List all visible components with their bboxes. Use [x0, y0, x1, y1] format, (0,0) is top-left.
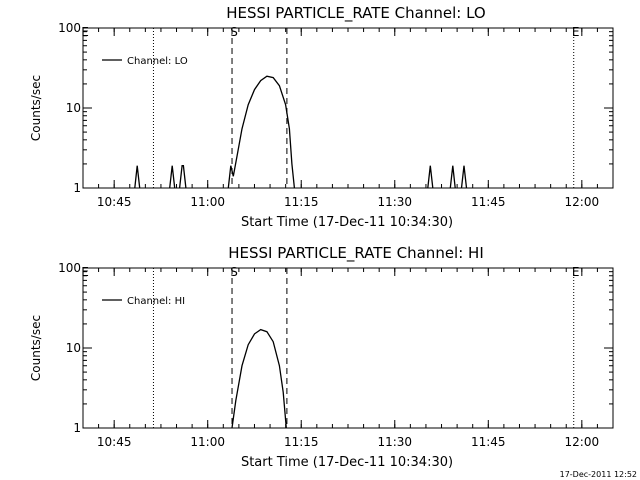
- marker-label: S: [230, 265, 238, 279]
- x-tick-label: 11:00: [190, 435, 225, 449]
- y-tick-label: 100: [58, 21, 81, 35]
- series-line: [227, 75, 296, 188]
- legend-label: Channel: LO: [127, 56, 188, 67]
- legend-label: Channel: HI: [127, 296, 185, 307]
- x-tick-label: 12:00: [565, 195, 600, 209]
- series-group: [134, 75, 468, 188]
- series-group: [231, 328, 287, 428]
- x-tick-label: 10:45: [97, 195, 132, 209]
- plot-frame: [82, 27, 614, 189]
- plot-frame: [82, 267, 614, 429]
- x-tick-label: 11:30: [377, 195, 412, 209]
- chart-title: HESSI PARTICLE_RATE Channel: LO: [226, 4, 485, 23]
- y-tick-label: 1: [73, 421, 81, 435]
- x-tick-label: 11:00: [190, 195, 225, 209]
- x-tick-label: 11:45: [471, 435, 506, 449]
- y-axis-title: Counts/sec: [29, 315, 43, 381]
- marker-label: E: [81, 25, 89, 39]
- y-tick-label: 100: [58, 261, 81, 275]
- x-tick-label: 10:45: [97, 435, 132, 449]
- series-line: [178, 165, 187, 188]
- chart-title: HESSI PARTICLE_RATE Channel: HI: [228, 244, 484, 263]
- x-axis-title: Start Time (17-Dec-11 10:34:30): [241, 455, 453, 470]
- marker-label: E: [81, 265, 89, 279]
- series-line: [134, 165, 141, 188]
- marker-label: E: [572, 265, 580, 279]
- x-tick-label: 11:15: [284, 435, 319, 449]
- lo-channel-panel: HESSI PARTICLE_RATE Channel: LO 1 10 100 10:…: [29, 4, 614, 230]
- y-tick-label: 1: [73, 181, 81, 195]
- marker-label: S: [230, 25, 238, 39]
- y-tick-label: 10: [66, 101, 81, 115]
- x-tick-label: 11:15: [284, 195, 319, 209]
- x-tick-label: 11:30: [377, 435, 412, 449]
- series-line: [449, 165, 456, 188]
- plot-timestamp: 17-Dec-2011 12:52: [559, 470, 637, 479]
- y-tick-label: 10: [66, 341, 81, 355]
- x-tick-label: 11:45: [471, 195, 506, 209]
- series-line: [460, 165, 468, 188]
- x-axis-title: Start Time (17-Dec-11 10:34:30): [241, 215, 453, 230]
- marker-label: E: [572, 25, 580, 39]
- series-line: [169, 165, 176, 188]
- y-axis-title: Counts/sec: [29, 75, 43, 141]
- series-line: [231, 328, 287, 428]
- hi-channel-panel: HESSI PARTICLE_RATE Channel: HI 1 10 100 10:…: [29, 244, 614, 470]
- x-tick-label: 12:00: [565, 435, 600, 449]
- series-line: [427, 165, 434, 188]
